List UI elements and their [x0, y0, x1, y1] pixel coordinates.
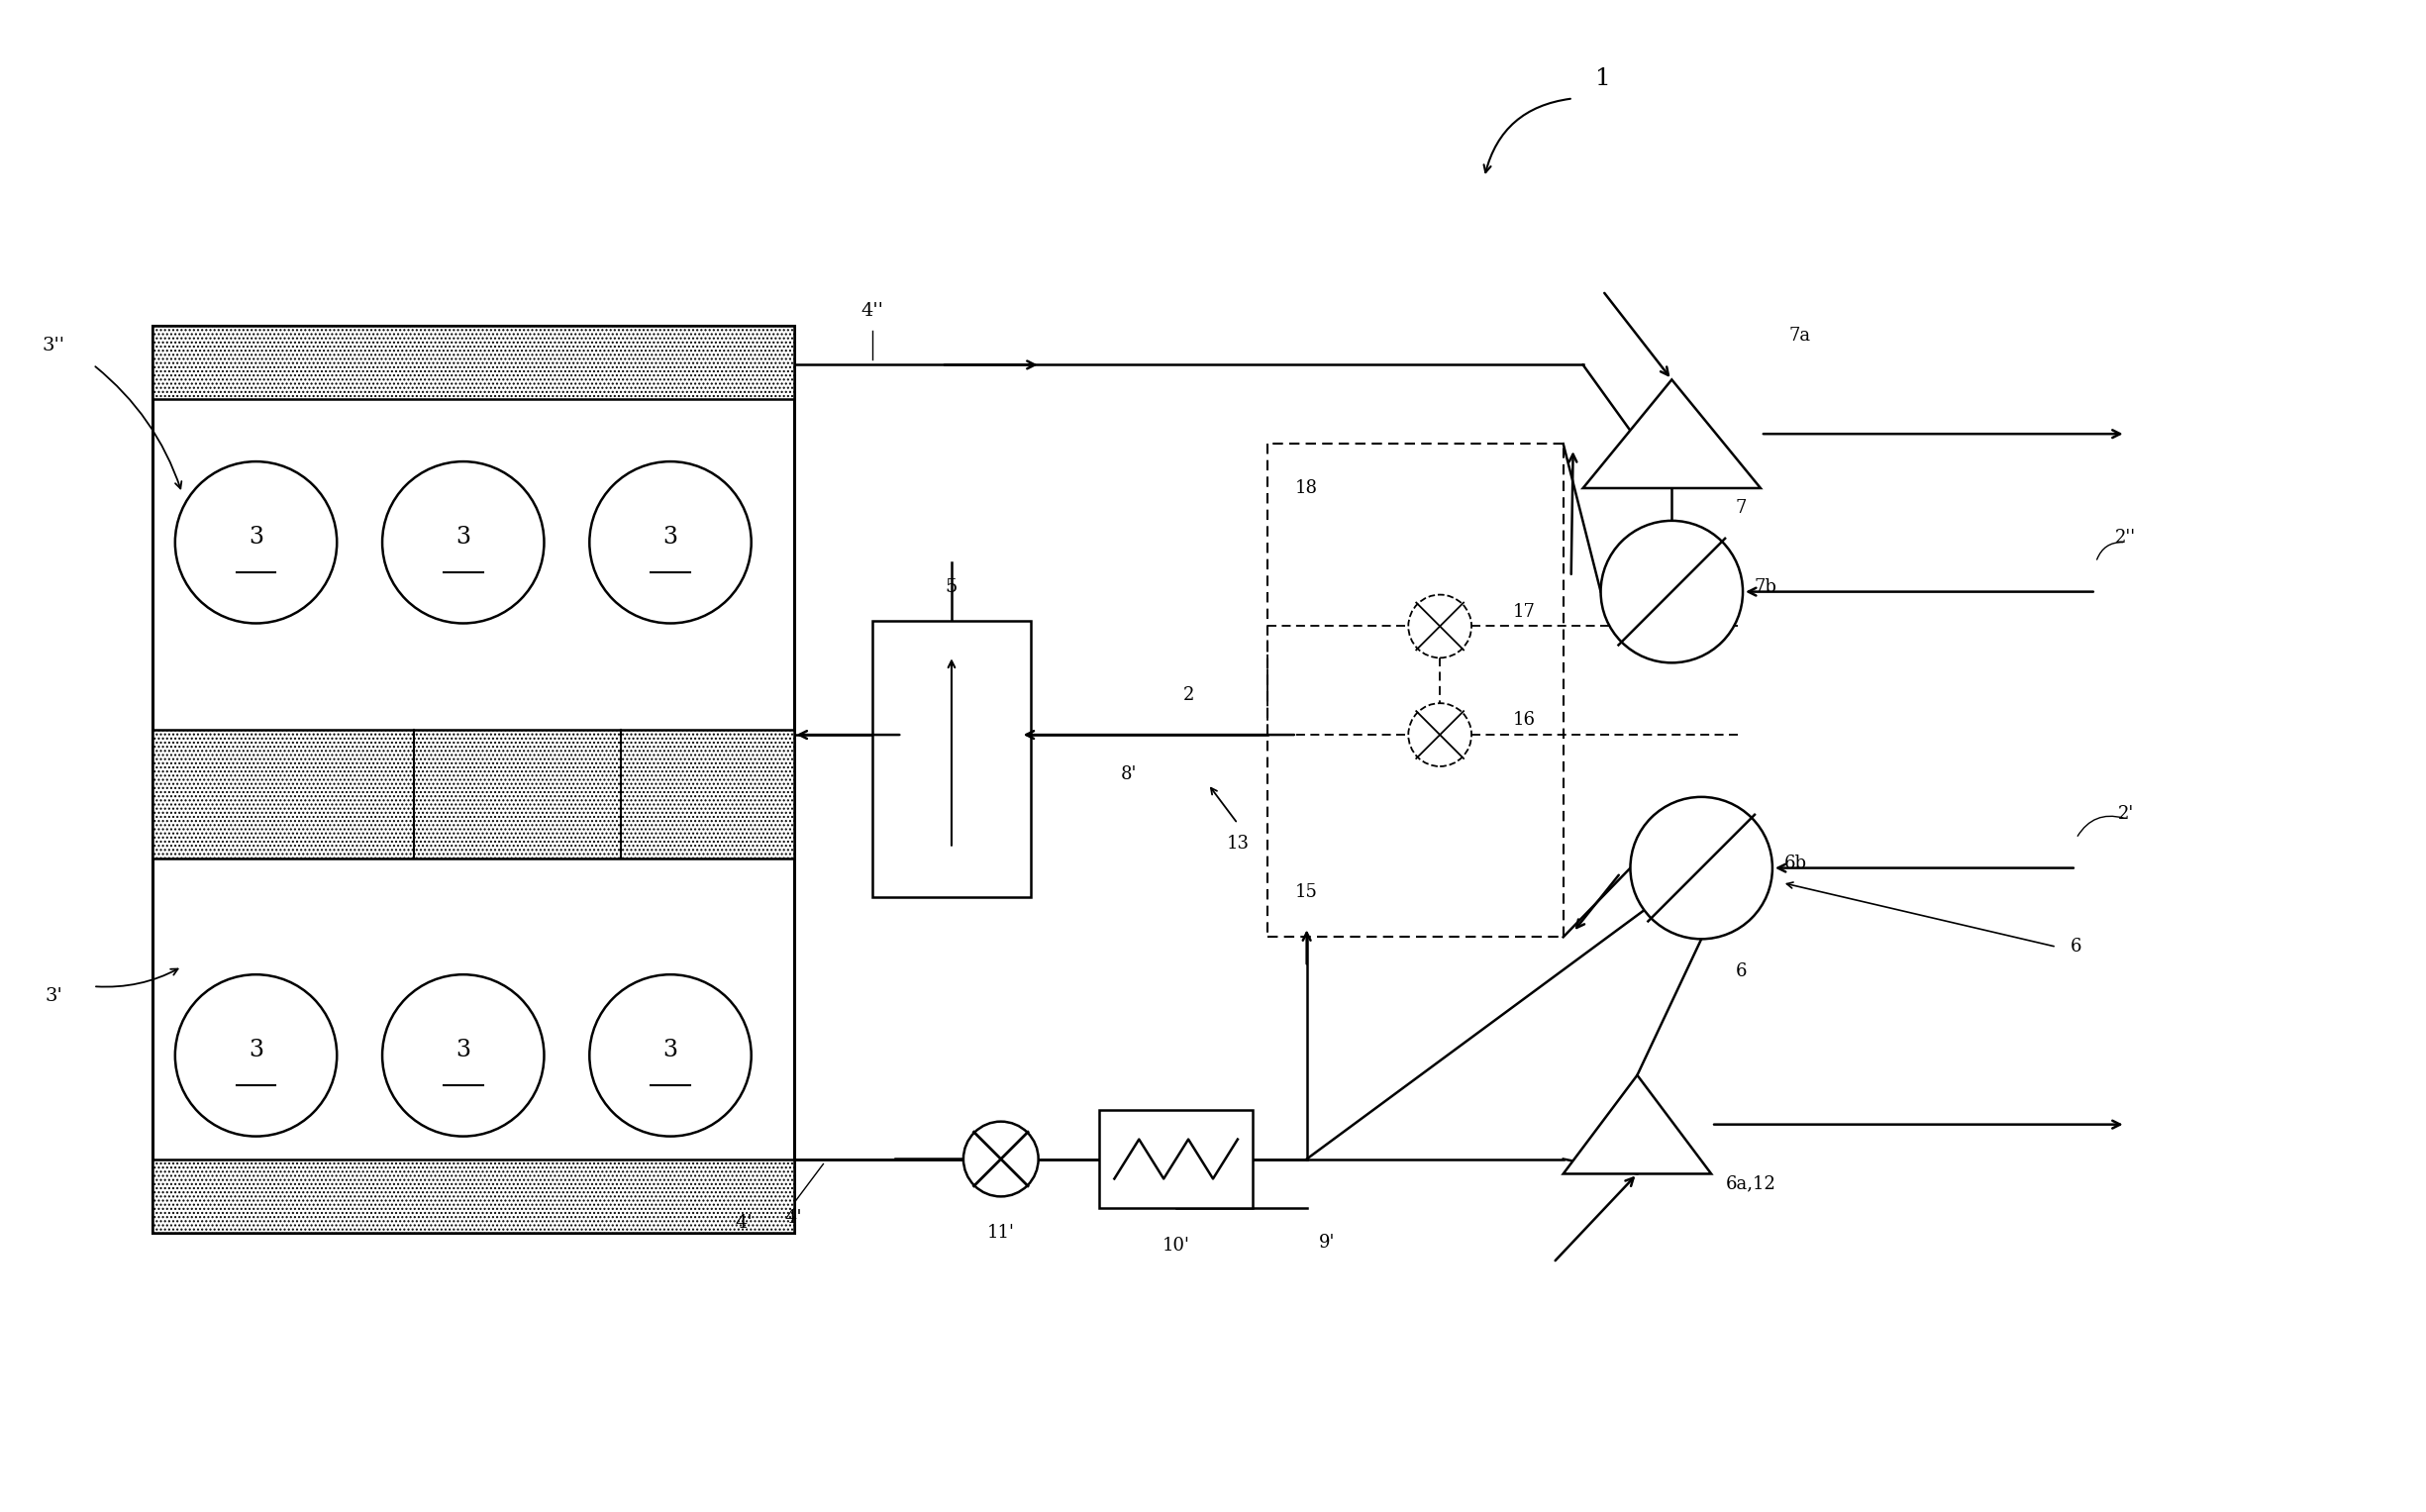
Circle shape [175, 975, 337, 1137]
Circle shape [175, 461, 337, 623]
Text: 2: 2 [1184, 686, 1194, 705]
Text: 6: 6 [1735, 963, 1747, 980]
Text: 18: 18 [1295, 479, 1317, 497]
Text: 13: 13 [1225, 835, 1249, 853]
Text: 10': 10' [1162, 1237, 1189, 1255]
Text: 4': 4' [735, 1214, 752, 1232]
Polygon shape [1584, 380, 1761, 488]
Circle shape [383, 461, 543, 623]
Circle shape [383, 975, 543, 1137]
Text: 3: 3 [456, 1039, 471, 1061]
Bar [153, 325, 793, 399]
Text: 6a,12: 6a,12 [1725, 1175, 1776, 1193]
Text: 11': 11' [987, 1225, 1014, 1241]
Text: 8': 8' [1121, 765, 1138, 783]
Text: 2': 2' [2118, 804, 2132, 823]
Bar [873, 621, 1031, 898]
Text: 3'': 3'' [41, 336, 66, 354]
Circle shape [1410, 594, 1473, 658]
Text: 9': 9' [1317, 1234, 1334, 1252]
Text: 7b: 7b [1754, 578, 1776, 596]
Text: 3: 3 [247, 526, 264, 549]
Text: 4'': 4'' [861, 302, 883, 319]
Text: 3: 3 [247, 1039, 264, 1061]
Text: 3: 3 [456, 526, 471, 549]
Text: 15: 15 [1295, 883, 1317, 901]
Circle shape [1601, 520, 1742, 662]
Circle shape [1630, 797, 1773, 939]
Bar [153, 325, 793, 1232]
Circle shape [963, 1122, 1038, 1196]
Bar [153, 1160, 793, 1232]
Text: 6b: 6b [1783, 854, 1807, 872]
Circle shape [590, 461, 752, 623]
Bar [153, 730, 793, 859]
Text: 3': 3' [46, 987, 63, 1005]
Text: 3: 3 [662, 526, 677, 549]
Circle shape [590, 975, 752, 1137]
Text: 4': 4' [786, 1210, 803, 1228]
Text: 2'': 2'' [2115, 529, 2135, 546]
Polygon shape [1562, 1075, 1710, 1173]
Text: 5: 5 [946, 578, 958, 596]
Text: 3: 3 [662, 1039, 677, 1061]
Text: 7: 7 [1735, 499, 1747, 517]
Bar [1099, 1110, 1252, 1208]
Text: 16: 16 [1511, 711, 1536, 729]
Text: 1: 1 [1594, 68, 1611, 91]
Text: 6: 6 [2069, 937, 2082, 956]
Circle shape [1410, 703, 1473, 767]
Text: 17: 17 [1511, 603, 1536, 620]
Text: 7a: 7a [1788, 327, 1810, 345]
